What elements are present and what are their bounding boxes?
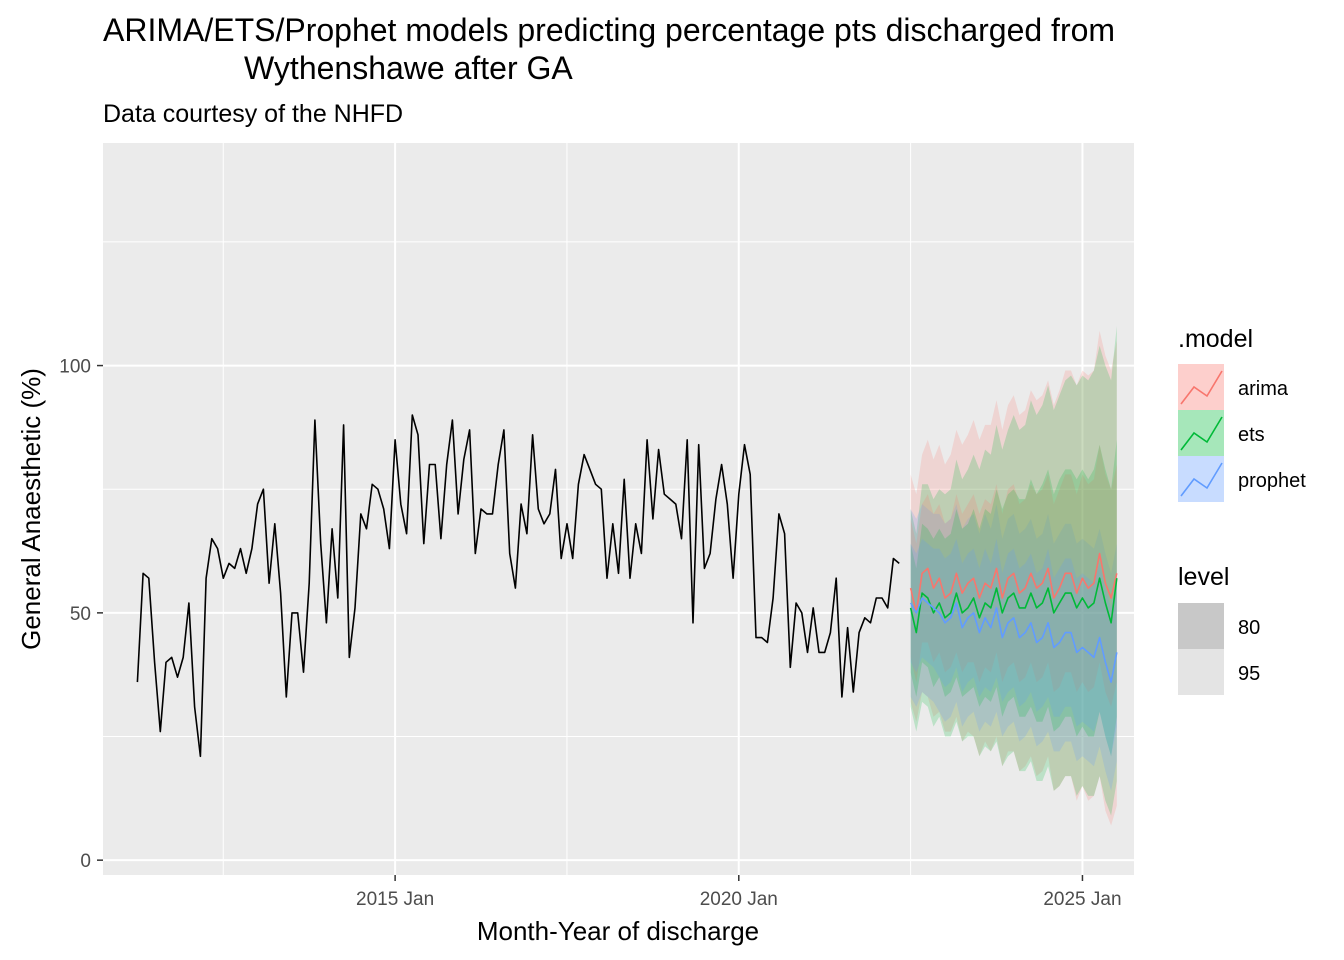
y-axis-title: General Anaesthetic (%) <box>16 368 46 650</box>
ets-80-interval <box>910 439 1117 757</box>
ets-95-interval <box>910 326 1117 816</box>
history-line <box>136 414 900 758</box>
plot-panel <box>103 143 1134 875</box>
legend-key-level-80 <box>1178 603 1224 649</box>
legend-title-level: level <box>1178 563 1229 591</box>
legend-line-prophet <box>1180 462 1223 497</box>
y-tick-label: 50 <box>70 604 91 625</box>
legend-label-ets: ets <box>1238 424 1265 446</box>
chart-title-line-1: ARIMA/ETS/Prophet models predicting perc… <box>103 12 1115 48</box>
legend-label-level-95: 95 <box>1238 663 1260 685</box>
y-tick-label: 100 <box>59 357 91 378</box>
legend-key-level-95 <box>1178 649 1224 695</box>
prophet-95-interval <box>910 504 1117 791</box>
chart-title-line-2: Wythenshawe after GA <box>244 50 573 86</box>
chart-subtitle: Data courtesy of the NHFD <box>103 100 403 128</box>
ets-forecast-line <box>909 577 1118 634</box>
legend-key-arima <box>1178 364 1224 410</box>
legend-label-arima: arima <box>1238 378 1289 400</box>
arima-forecast-line <box>909 552 1118 614</box>
legend-key-prophet <box>1178 456 1224 502</box>
legend-line-ets <box>1180 416 1223 451</box>
x-tick-label: 2020 Jan <box>700 889 778 910</box>
arima-95-interval <box>910 330 1117 826</box>
legend-title-model: .model <box>1178 325 1253 353</box>
x-tick-label: 2015 Jan <box>356 889 434 910</box>
legend-label-prophet: prophet <box>1238 470 1306 492</box>
x-tick-label: 2025 Jan <box>1043 889 1121 910</box>
y-tick-label: 0 <box>80 851 91 872</box>
legend-label-level-80: 80 <box>1238 617 1260 639</box>
prophet-forecast-line <box>909 597 1118 683</box>
legend-key-bg <box>1178 410 1224 456</box>
legend-key-ets <box>1178 410 1224 456</box>
axes: 0 50 100 2015 Jan 2020 Jan 2025 Jan <box>59 357 1121 910</box>
legend-key-bg <box>1178 364 1224 410</box>
panel-background <box>103 143 1134 875</box>
legend-key-bg <box>1178 456 1224 502</box>
legend-line-arima <box>1180 370 1223 405</box>
x-axis-title: Month-Year of discharge <box>477 916 759 946</box>
minor-gridlines <box>103 143 1134 875</box>
series-lines <box>136 414 1118 758</box>
legend: .model arima ets prophet level 80 95 <box>1178 325 1306 695</box>
